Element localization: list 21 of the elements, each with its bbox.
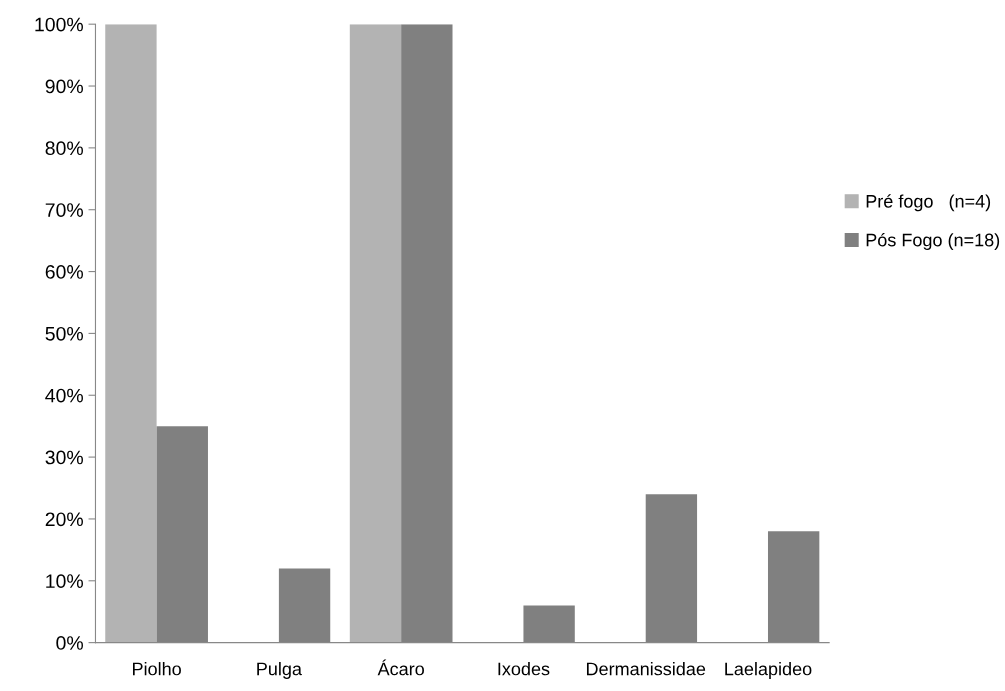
y-tick-label: 70% — [45, 203, 83, 217]
x-tick-label: Dermanissidae — [586, 662, 706, 676]
x-tick-label: Pulga — [257, 662, 302, 679]
x-tick-label: Piolho — [133, 662, 181, 676]
y-tick-label: 80% — [45, 141, 83, 156]
legend-label: Pré fogo (n=4) — [866, 194, 991, 212]
y-tick-label: 100% — [35, 17, 83, 32]
y-tick-label: 60% — [45, 265, 83, 279]
legend-label: Pós Fogo (n=18) — [866, 232, 1000, 250]
x-tick-label: Ácaro — [377, 659, 424, 676]
y-tick-label: 20% — [45, 512, 83, 527]
y-tick-label: 30% — [45, 450, 83, 465]
y-tick-label: 0% — [56, 636, 83, 650]
y-tick-label: 10% — [46, 574, 83, 589]
bar — [105, 24, 157, 643]
y-tick-label: 50% — [45, 326, 83, 341]
x-tick-label: Laelapideo — [725, 662, 812, 679]
y-tick-label: 40% — [45, 388, 83, 403]
bar — [349, 24, 402, 643]
x-tick-label: Ixodes — [498, 662, 550, 676]
y-tick-label: 90% — [45, 79, 83, 94]
